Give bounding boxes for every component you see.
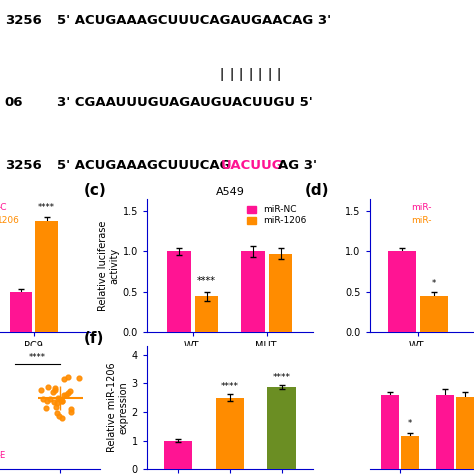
Text: |: | <box>229 68 233 81</box>
Bar <box>381 394 399 469</box>
Text: 1206: 1206 <box>0 216 20 225</box>
Bar <box>10 292 33 332</box>
Point <box>53 409 61 417</box>
Text: ****: **** <box>29 353 46 362</box>
Y-axis label: Relative miR-1206
expression: Relative miR-1206 expression <box>107 363 129 453</box>
Bar <box>388 251 416 332</box>
Point <box>51 384 58 392</box>
Text: -E: -E <box>0 451 6 460</box>
Point <box>58 415 66 422</box>
Bar <box>269 254 292 332</box>
Text: ****: **** <box>221 383 239 392</box>
Point <box>54 394 61 401</box>
Point <box>60 375 68 383</box>
Point <box>42 404 50 411</box>
Text: (f): (f) <box>84 331 104 346</box>
Point <box>67 406 74 413</box>
Point <box>52 403 60 410</box>
Text: ****: **** <box>273 373 291 382</box>
Text: ****: **** <box>197 276 216 286</box>
Bar <box>456 397 474 469</box>
Text: UACUUG: UACUUG <box>220 159 283 172</box>
Point <box>63 391 70 398</box>
Bar <box>420 296 448 332</box>
Point <box>75 374 82 382</box>
Bar <box>267 387 296 469</box>
Bar <box>35 221 58 332</box>
Text: ****: **** <box>38 203 55 212</box>
Point <box>59 398 66 405</box>
Point <box>50 388 57 396</box>
Point <box>66 388 73 395</box>
Point <box>59 398 66 405</box>
Point <box>50 399 58 406</box>
Bar <box>216 398 244 469</box>
Point <box>45 383 52 391</box>
Text: AG 3': AG 3' <box>278 159 317 172</box>
Text: miR-: miR- <box>411 216 432 225</box>
Legend: miR-NC, miR-1206: miR-NC, miR-1206 <box>245 204 308 227</box>
Point <box>37 386 45 393</box>
Point <box>39 395 47 402</box>
Text: 3' CGAAUUUGUAGAUGUACUUGU 5': 3' CGAAUUUGUAGAUGUACUUGU 5' <box>57 96 313 109</box>
Text: 06: 06 <box>5 96 23 109</box>
Text: 3256: 3256 <box>5 159 42 172</box>
Text: *: * <box>408 419 412 428</box>
Point <box>51 386 58 394</box>
Point <box>55 412 63 420</box>
Text: |: | <box>258 68 262 81</box>
Bar <box>241 251 265 332</box>
Text: miR-: miR- <box>411 203 432 212</box>
Y-axis label: Relative luciferase
activity: Relative luciferase activity <box>98 220 120 310</box>
Point <box>64 374 72 381</box>
Text: |: | <box>277 68 281 81</box>
Text: |: | <box>239 68 243 81</box>
Point <box>54 399 61 406</box>
Text: 3256: 3256 <box>5 14 42 27</box>
Bar <box>401 437 419 469</box>
Point <box>64 389 72 397</box>
Bar <box>195 296 219 332</box>
Title: A549: A549 <box>216 187 244 197</box>
Text: 5' ACUGAAAGCUUUCAG: 5' ACUGAAAGCUUUCAG <box>57 159 230 172</box>
Point <box>44 398 51 405</box>
Point <box>67 409 74 416</box>
Text: (c): (c) <box>84 183 107 198</box>
Text: |: | <box>267 68 271 81</box>
Point <box>46 395 54 402</box>
Text: (d): (d) <box>304 183 329 198</box>
Bar <box>164 441 192 469</box>
Bar <box>167 251 191 332</box>
Bar <box>437 394 454 469</box>
Text: |: | <box>248 68 252 81</box>
Text: 5' ACUGAAAGCUUUCAGAUGAACAG 3': 5' ACUGAAAGCUUUCAGAUGAACAG 3' <box>57 14 331 27</box>
Point <box>60 392 67 399</box>
Text: *: * <box>432 279 436 288</box>
Point <box>56 395 64 402</box>
Text: |: | <box>220 68 224 81</box>
Text: -C: -C <box>0 203 7 212</box>
